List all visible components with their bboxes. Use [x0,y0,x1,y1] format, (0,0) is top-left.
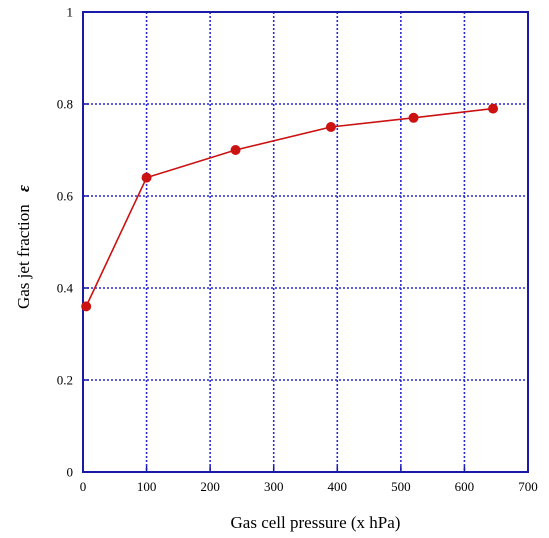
y-axis-label-symbol: ε [14,185,33,192]
y-axis-label: Gas jet fraction ε [14,185,33,309]
x-tick-label-0: 0 [80,479,87,494]
x-axis-label: Gas cell pressure (x hPa) [231,513,401,532]
y-tick-label-4: 0.8 [57,97,73,112]
series-layer [81,103,499,312]
data-point-0-0 [81,301,92,312]
x-tick-label-500: 500 [391,479,411,494]
ticks-layer [82,11,529,473]
labels-layer: 0 100 200 300 400 500 600 700 0 0.2 0.4 0.6 0.8 1 [57,5,538,495]
y-tick-label-5: 1 [67,5,74,20]
x-tick-label-400: 400 [328,479,348,494]
x-tick-label-100: 100 [137,479,157,494]
grid-layer [83,12,528,472]
y-tick-label-3: 0.6 [57,189,74,204]
x-tick-label-200: 200 [200,479,220,494]
data-point-0-1 [141,172,152,183]
y-tick-label-1: 0.2 [57,373,73,388]
data-point-0-5 [488,103,499,114]
series-line-0 [85,107,494,307]
data-point-0-3 [325,122,336,132]
y-tick-label-0: 0 [67,465,74,480]
y-axis-label-text: Gas jet fraction [14,204,33,309]
data-point-0-4 [408,112,419,123]
x-tick-label-700: 700 [518,479,538,494]
plot-frame [82,11,529,473]
x-tick-label-600: 600 [455,479,475,494]
x-tick-label-300: 300 [264,479,284,494]
y-tick-label-2: 0.4 [57,281,74,296]
data-point-0-2 [230,145,241,155]
